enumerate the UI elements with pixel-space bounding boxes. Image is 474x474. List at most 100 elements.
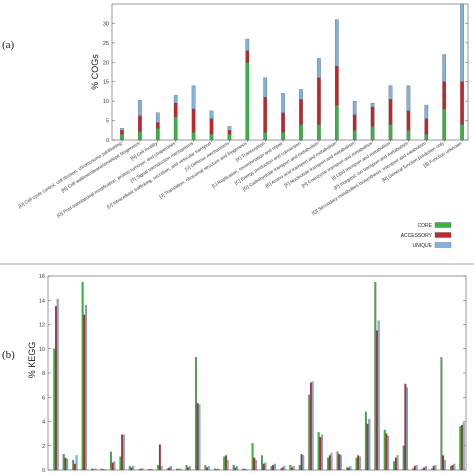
cog-bar-accessory (388, 99, 393, 125)
kegg-bar-unique (453, 463, 456, 471)
kegg-bar-core (289, 465, 292, 471)
kegg-bar-unique (387, 435, 390, 471)
cog-bar-accessory (334, 66, 339, 106)
kegg-bar-unique (255, 460, 257, 471)
kegg-bar-unique (415, 465, 418, 471)
cog-bar-unique (388, 85, 393, 100)
kegg-bar-core (81, 281, 84, 471)
kegg-bar-core (374, 281, 377, 471)
cog-bar-unique (442, 54, 447, 82)
kegg-bar-accessory (177, 469, 180, 471)
cog-bar-unique (370, 102, 375, 108)
kegg-bar-accessory (272, 465, 275, 471)
kegg-y-tick-label: 14 (39, 298, 45, 304)
cog-bar-unique (352, 101, 357, 115)
kegg-bar-unique (151, 469, 154, 471)
cog-bar-core (334, 104, 339, 141)
cog-bar-accessory (138, 115, 142, 132)
kegg-bar-unique (113, 461, 116, 471)
cog-bar-accessory (173, 102, 178, 117)
cog-bar-accessory (352, 114, 357, 131)
cog-bar-unique (138, 100, 142, 117)
kegg-bar-unique (330, 452, 333, 471)
kegg-bar-core (166, 468, 169, 471)
kegg-bar-core (251, 443, 254, 471)
kegg-bar-unique (141, 468, 144, 471)
kegg-y-axis-title: % KEGG (27, 342, 37, 379)
kegg-bar-accessory (225, 455, 227, 471)
kegg-bar-unique (94, 468, 97, 471)
kegg-bar-unique (462, 422, 465, 471)
cog-bar-accessory (406, 110, 411, 131)
kegg-bar-unique (188, 466, 191, 471)
kegg-bar-unique (273, 463, 276, 471)
kegg-bar-accessory (366, 423, 369, 471)
kegg-bar-core (213, 468, 216, 471)
cog-bar-accessory (120, 130, 124, 135)
kegg-bar-core (91, 468, 94, 471)
cog-bar-unique (245, 38, 250, 51)
kegg-bar-accessory (328, 455, 331, 471)
kegg-bar-core (459, 426, 462, 471)
kegg-bar-accessory (347, 467, 350, 471)
cog-bar-unique (263, 77, 268, 98)
kegg-bar-core (138, 469, 141, 471)
kegg-plot-frame (47, 275, 467, 471)
kegg-bar-accessory (111, 462, 114, 471)
kegg-bar-accessory (243, 469, 246, 471)
cog-bar-core (370, 126, 375, 141)
cog-bar-unique (299, 89, 303, 100)
kegg-bar-core (128, 466, 131, 471)
kegg-bar-core (185, 465, 188, 471)
panel-label-a: (a) (2, 39, 15, 51)
cog-bar-accessory (281, 112, 285, 133)
kegg-bar-unique (368, 418, 371, 471)
kegg-bar-accessory (206, 467, 209, 471)
panel-label-b: (b) (2, 349, 15, 361)
cog-bar-accessory (209, 118, 214, 135)
kegg-bar-accessory (215, 469, 218, 471)
cog-bar-unique (191, 85, 196, 110)
kegg-bar-core (53, 348, 56, 471)
kegg-bar-core (270, 466, 273, 471)
cog-bar-core (460, 124, 464, 141)
cog-bar-unique (209, 110, 214, 119)
kegg-bar-accessory (404, 383, 407, 471)
cog-legend-swatch (434, 232, 452, 238)
kegg-bar-core (147, 469, 150, 471)
cog-bar-core (138, 131, 142, 141)
cog-legend-swatch (434, 242, 452, 248)
kegg-bar-core (317, 432, 320, 471)
kegg-bar-accessory (64, 457, 67, 471)
kegg-bar-unique (207, 466, 210, 471)
kegg-bar-unique (85, 305, 87, 471)
cog-bar-unique (424, 104, 429, 119)
kegg-bar-core (412, 468, 415, 471)
cog-bar-unique (155, 112, 160, 123)
cog-legend-label: UNIQUE (413, 243, 433, 249)
cog-bar-core (209, 134, 214, 141)
kegg-bar-accessory (461, 425, 463, 471)
kegg-bar-core (242, 468, 245, 471)
kegg-bar-accessory (196, 403, 199, 471)
kegg-y-tick-label: 10 (39, 347, 45, 353)
kegg-bars (53, 281, 465, 471)
kegg-bar-core (232, 465, 235, 471)
cog-bar-core (406, 130, 411, 141)
kegg-bar-unique (292, 466, 295, 471)
kegg-bar-core (157, 465, 160, 471)
kegg-bar-accessory (149, 469, 152, 471)
kegg-bar-unique (396, 455, 399, 471)
cog-bar-accessory (460, 81, 464, 125)
kegg-bar-core (421, 468, 424, 471)
cog-bar-core (299, 124, 303, 141)
cog-bar-core (388, 124, 393, 141)
kegg-bar-core (383, 429, 386, 471)
kegg-bar-unique (56, 298, 59, 471)
kegg-bar-unique (75, 455, 78, 471)
cog-bar-accessory (442, 81, 447, 110)
kegg-bar-unique (340, 455, 342, 471)
kegg-bar-core (364, 411, 367, 471)
kegg-bar-unique (179, 468, 182, 471)
kegg-bar-core (62, 454, 65, 471)
